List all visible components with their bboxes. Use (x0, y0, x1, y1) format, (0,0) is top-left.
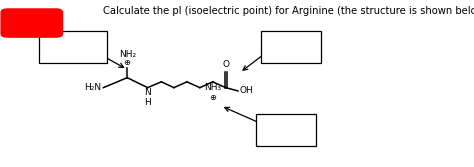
Text: NH₃: NH₃ (204, 83, 221, 92)
FancyBboxPatch shape (256, 114, 316, 146)
Text: H₂N: H₂N (84, 83, 101, 92)
Text: N: N (144, 89, 151, 98)
Text: NH₂: NH₂ (118, 50, 136, 59)
Text: ⊕: ⊕ (124, 58, 131, 67)
Text: H: H (144, 98, 151, 107)
Text: ⊕: ⊕ (210, 93, 216, 102)
Text: OH: OH (240, 87, 254, 96)
Text: pKa = 2.17: pKa = 2.17 (264, 42, 318, 52)
Text: Calculate the pI (isoelectric point) for Arginine (the structure is shown below): Calculate the pI (isoelectric point) for… (103, 6, 474, 16)
FancyBboxPatch shape (1, 9, 63, 37)
Text: pKa = 12.48: pKa = 12.48 (43, 42, 103, 52)
Text: O: O (222, 60, 229, 69)
Text: pKa = 9.04: pKa = 9.04 (259, 125, 313, 135)
FancyBboxPatch shape (261, 31, 321, 63)
FancyBboxPatch shape (38, 31, 107, 63)
